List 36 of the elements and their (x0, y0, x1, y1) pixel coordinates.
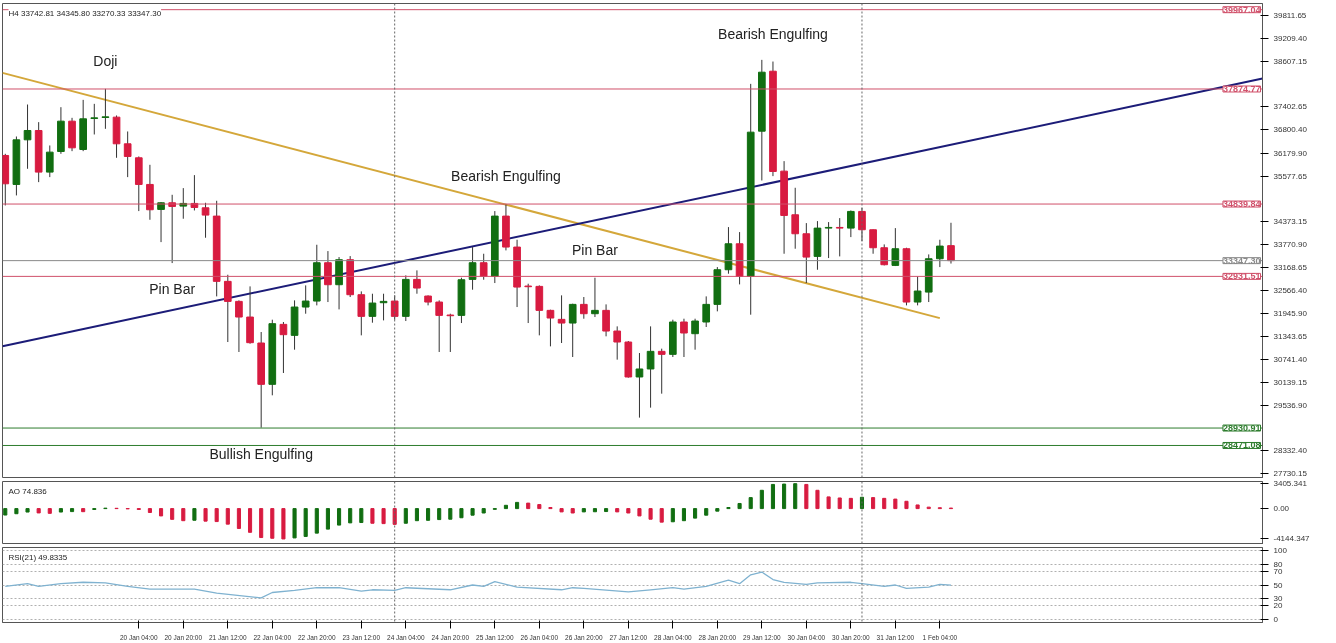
text: RSI(21) 49.8335 (8, 552, 68, 562)
y-tick-label: 33168.65 (1273, 262, 1308, 272)
annotation: Bearish Engulfing (718, 25, 828, 42)
y-tick-label: 34373.15 (1273, 217, 1308, 227)
annotation: Bullish Engulfing (209, 445, 313, 462)
y-tick-label: -4144.347 (1273, 534, 1311, 544)
annotation: Doji (93, 52, 118, 69)
y-tick-label: 39811.65 (1273, 11, 1307, 21)
y-tick-label: 36800.40 (1273, 125, 1308, 135)
y-tick-label: 33770.90 (1273, 240, 1308, 250)
y-tick-label: 3405.341 (1273, 479, 1308, 489)
annotation: Pin Bar (149, 281, 196, 298)
y-tick-label: 30741.40 (1273, 354, 1308, 364)
ref-line-label: 37874.77 (1222, 83, 1261, 94)
y-tick-label: 27730.15 (1273, 469, 1308, 479)
y-tick-label: 31945.90 (1273, 309, 1308, 319)
y-tick-label: 37402.65 (1273, 102, 1308, 112)
y-tick-label: 29536.90 (1273, 400, 1308, 410)
ref-line-label: 28930.91 (1222, 423, 1261, 434)
ref-line-label: 34839.84 (1222, 199, 1261, 210)
y-tick-label: 31343.65 (1273, 332, 1308, 342)
text: AO 74.836 (8, 486, 48, 496)
y-tick-label: 36179.90 (1273, 148, 1308, 158)
annotation: Pin Bar (572, 241, 619, 258)
y-tick-label: 30139.15 (1273, 377, 1308, 387)
y-tick-label: 0 (1273, 614, 1279, 624)
y-tick-label: 50 (1273, 580, 1283, 590)
y-tick-label: 28332.40 (1273, 446, 1308, 456)
y-tick-label: 39209.40 (1273, 33, 1308, 43)
y-tick-label: 38607.15 (1273, 56, 1308, 66)
annotation: Bearish Engulfing (451, 168, 561, 185)
y-tick-label: 100 (1273, 546, 1288, 556)
y-tick-label: 35577.65 (1273, 171, 1308, 181)
y-tick-label: 32566.40 (1273, 285, 1308, 295)
y-tick-label: 0.00 (1273, 504, 1290, 514)
text: H4 33742.81 34345.80 33270.33 33347.30 (8, 8, 162, 18)
